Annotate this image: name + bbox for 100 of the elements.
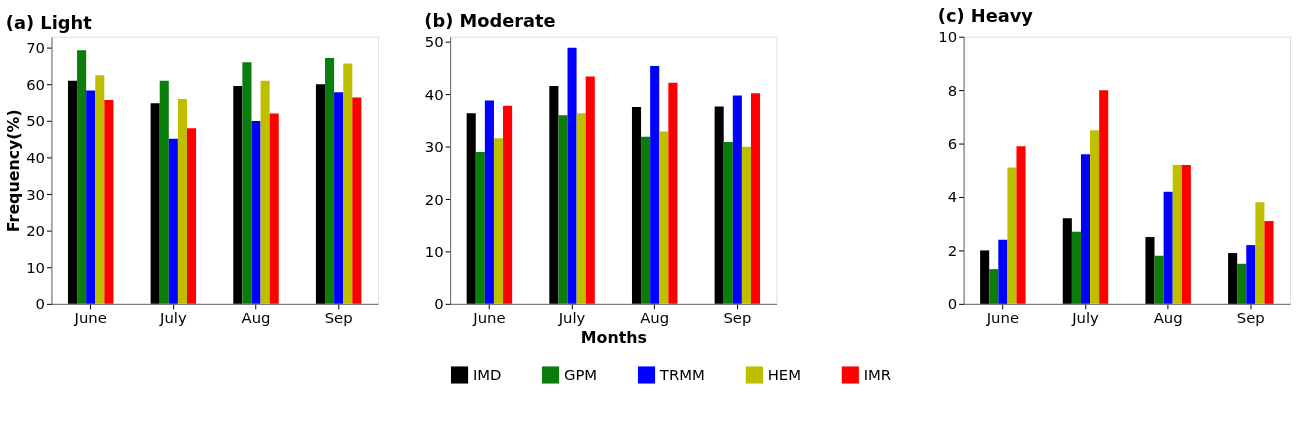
bar — [159, 80, 169, 304]
bar — [1172, 164, 1182, 304]
bar — [641, 136, 651, 304]
bar — [168, 138, 178, 304]
bar — [1163, 191, 1173, 304]
bar — [1154, 255, 1164, 304]
bar — [1007, 167, 1017, 304]
bar — [1016, 146, 1026, 304]
bar — [503, 105, 513, 304]
y-tick-label: 4 — [947, 188, 958, 206]
bar — [466, 113, 476, 304]
x-tick-label: Aug — [640, 309, 670, 327]
x-tick-label: Aug — [1153, 309, 1183, 327]
x-tick-label: July — [1071, 309, 1100, 327]
x-tick-label: Sep — [723, 309, 752, 327]
bar — [741, 146, 751, 304]
y-tick-label: 30 — [26, 185, 46, 203]
bar — [177, 98, 187, 304]
bar — [67, 80, 78, 304]
bar — [576, 113, 586, 304]
bar — [1090, 130, 1100, 304]
bar — [493, 138, 504, 304]
legend-label: HEM — [767, 365, 802, 383]
bar — [723, 142, 733, 304]
x-tick-label: July — [557, 309, 586, 327]
y-tick-label: 6 — [947, 135, 958, 153]
chart-title: (c) Heavy — [937, 4, 1034, 26]
bar — [343, 63, 353, 304]
bar — [998, 239, 1008, 304]
bar — [1080, 154, 1091, 304]
bar — [668, 82, 678, 304]
bar — [95, 75, 105, 304]
bar — [325, 57, 335, 304]
chart-title: (a) Light — [5, 11, 93, 33]
chart-title: (b) Moderate — [424, 10, 556, 32]
bar — [77, 50, 87, 304]
x-axis-title: Months — [580, 327, 647, 347]
y-tick-label: 10 — [938, 28, 958, 46]
bar — [475, 151, 485, 304]
x-tick-label: Sep — [324, 309, 353, 327]
bar — [1246, 245, 1256, 304]
bar — [1099, 90, 1109, 304]
bar — [1255, 202, 1265, 304]
y-tick-label: 40 — [26, 148, 46, 166]
y-tick-label: 10 — [424, 242, 444, 260]
bar — [251, 120, 261, 304]
bar — [980, 250, 990, 304]
bar — [567, 47, 577, 304]
y-tick-label: 20 — [26, 222, 46, 240]
y-axis-title: Frequency(%) — [4, 109, 24, 233]
y-tick-label: 50 — [424, 33, 444, 51]
bar — [315, 84, 326, 304]
bar — [650, 66, 660, 304]
bar — [334, 92, 344, 304]
bar — [1264, 221, 1274, 304]
bar — [1062, 218, 1072, 304]
bar — [186, 128, 197, 304]
bar — [549, 85, 559, 304]
bar — [732, 95, 742, 304]
x-tick-label: June — [73, 309, 107, 327]
bar — [585, 76, 595, 304]
bar — [1237, 263, 1247, 304]
bar — [1071, 231, 1081, 304]
bar — [989, 269, 999, 304]
x-tick-label: June — [985, 309, 1019, 327]
y-tick-label: 70 — [26, 39, 46, 57]
y-tick-label: 0 — [947, 295, 958, 313]
bar — [1228, 253, 1238, 304]
bar — [1181, 164, 1191, 304]
x-tick-label: Aug — [241, 309, 271, 327]
bar — [260, 80, 270, 304]
y-tick-label: 0 — [35, 295, 46, 313]
legend-label: GPM — [563, 365, 598, 383]
bar — [1145, 237, 1155, 304]
y-tick-label: 30 — [424, 138, 444, 156]
bar — [750, 93, 761, 304]
x-tick-label: Sep — [1236, 309, 1265, 327]
bar — [86, 90, 96, 304]
bar — [484, 100, 494, 304]
y-tick-label: 8 — [947, 81, 958, 99]
bar — [269, 113, 279, 304]
bar — [150, 103, 160, 304]
bar — [233, 86, 243, 304]
bar — [352, 97, 362, 304]
y-tick-label: 60 — [26, 75, 46, 93]
y-tick-label: 40 — [424, 85, 444, 103]
bar — [714, 106, 724, 304]
bar — [104, 100, 114, 304]
y-tick-label: 0 — [434, 295, 444, 313]
y-tick-label: 2 — [947, 241, 958, 259]
legend-label: IMD — [472, 365, 502, 383]
legend-label: TRMM — [658, 365, 705, 383]
y-tick-label: 10 — [26, 258, 46, 276]
y-tick-label: 20 — [424, 190, 444, 208]
x-tick-label: June — [472, 309, 506, 327]
bar — [558, 115, 568, 304]
y-tick-label: 50 — [26, 112, 46, 130]
bar — [631, 106, 642, 304]
legend-label: IMR — [863, 365, 892, 383]
x-tick-label: July — [159, 309, 187, 327]
